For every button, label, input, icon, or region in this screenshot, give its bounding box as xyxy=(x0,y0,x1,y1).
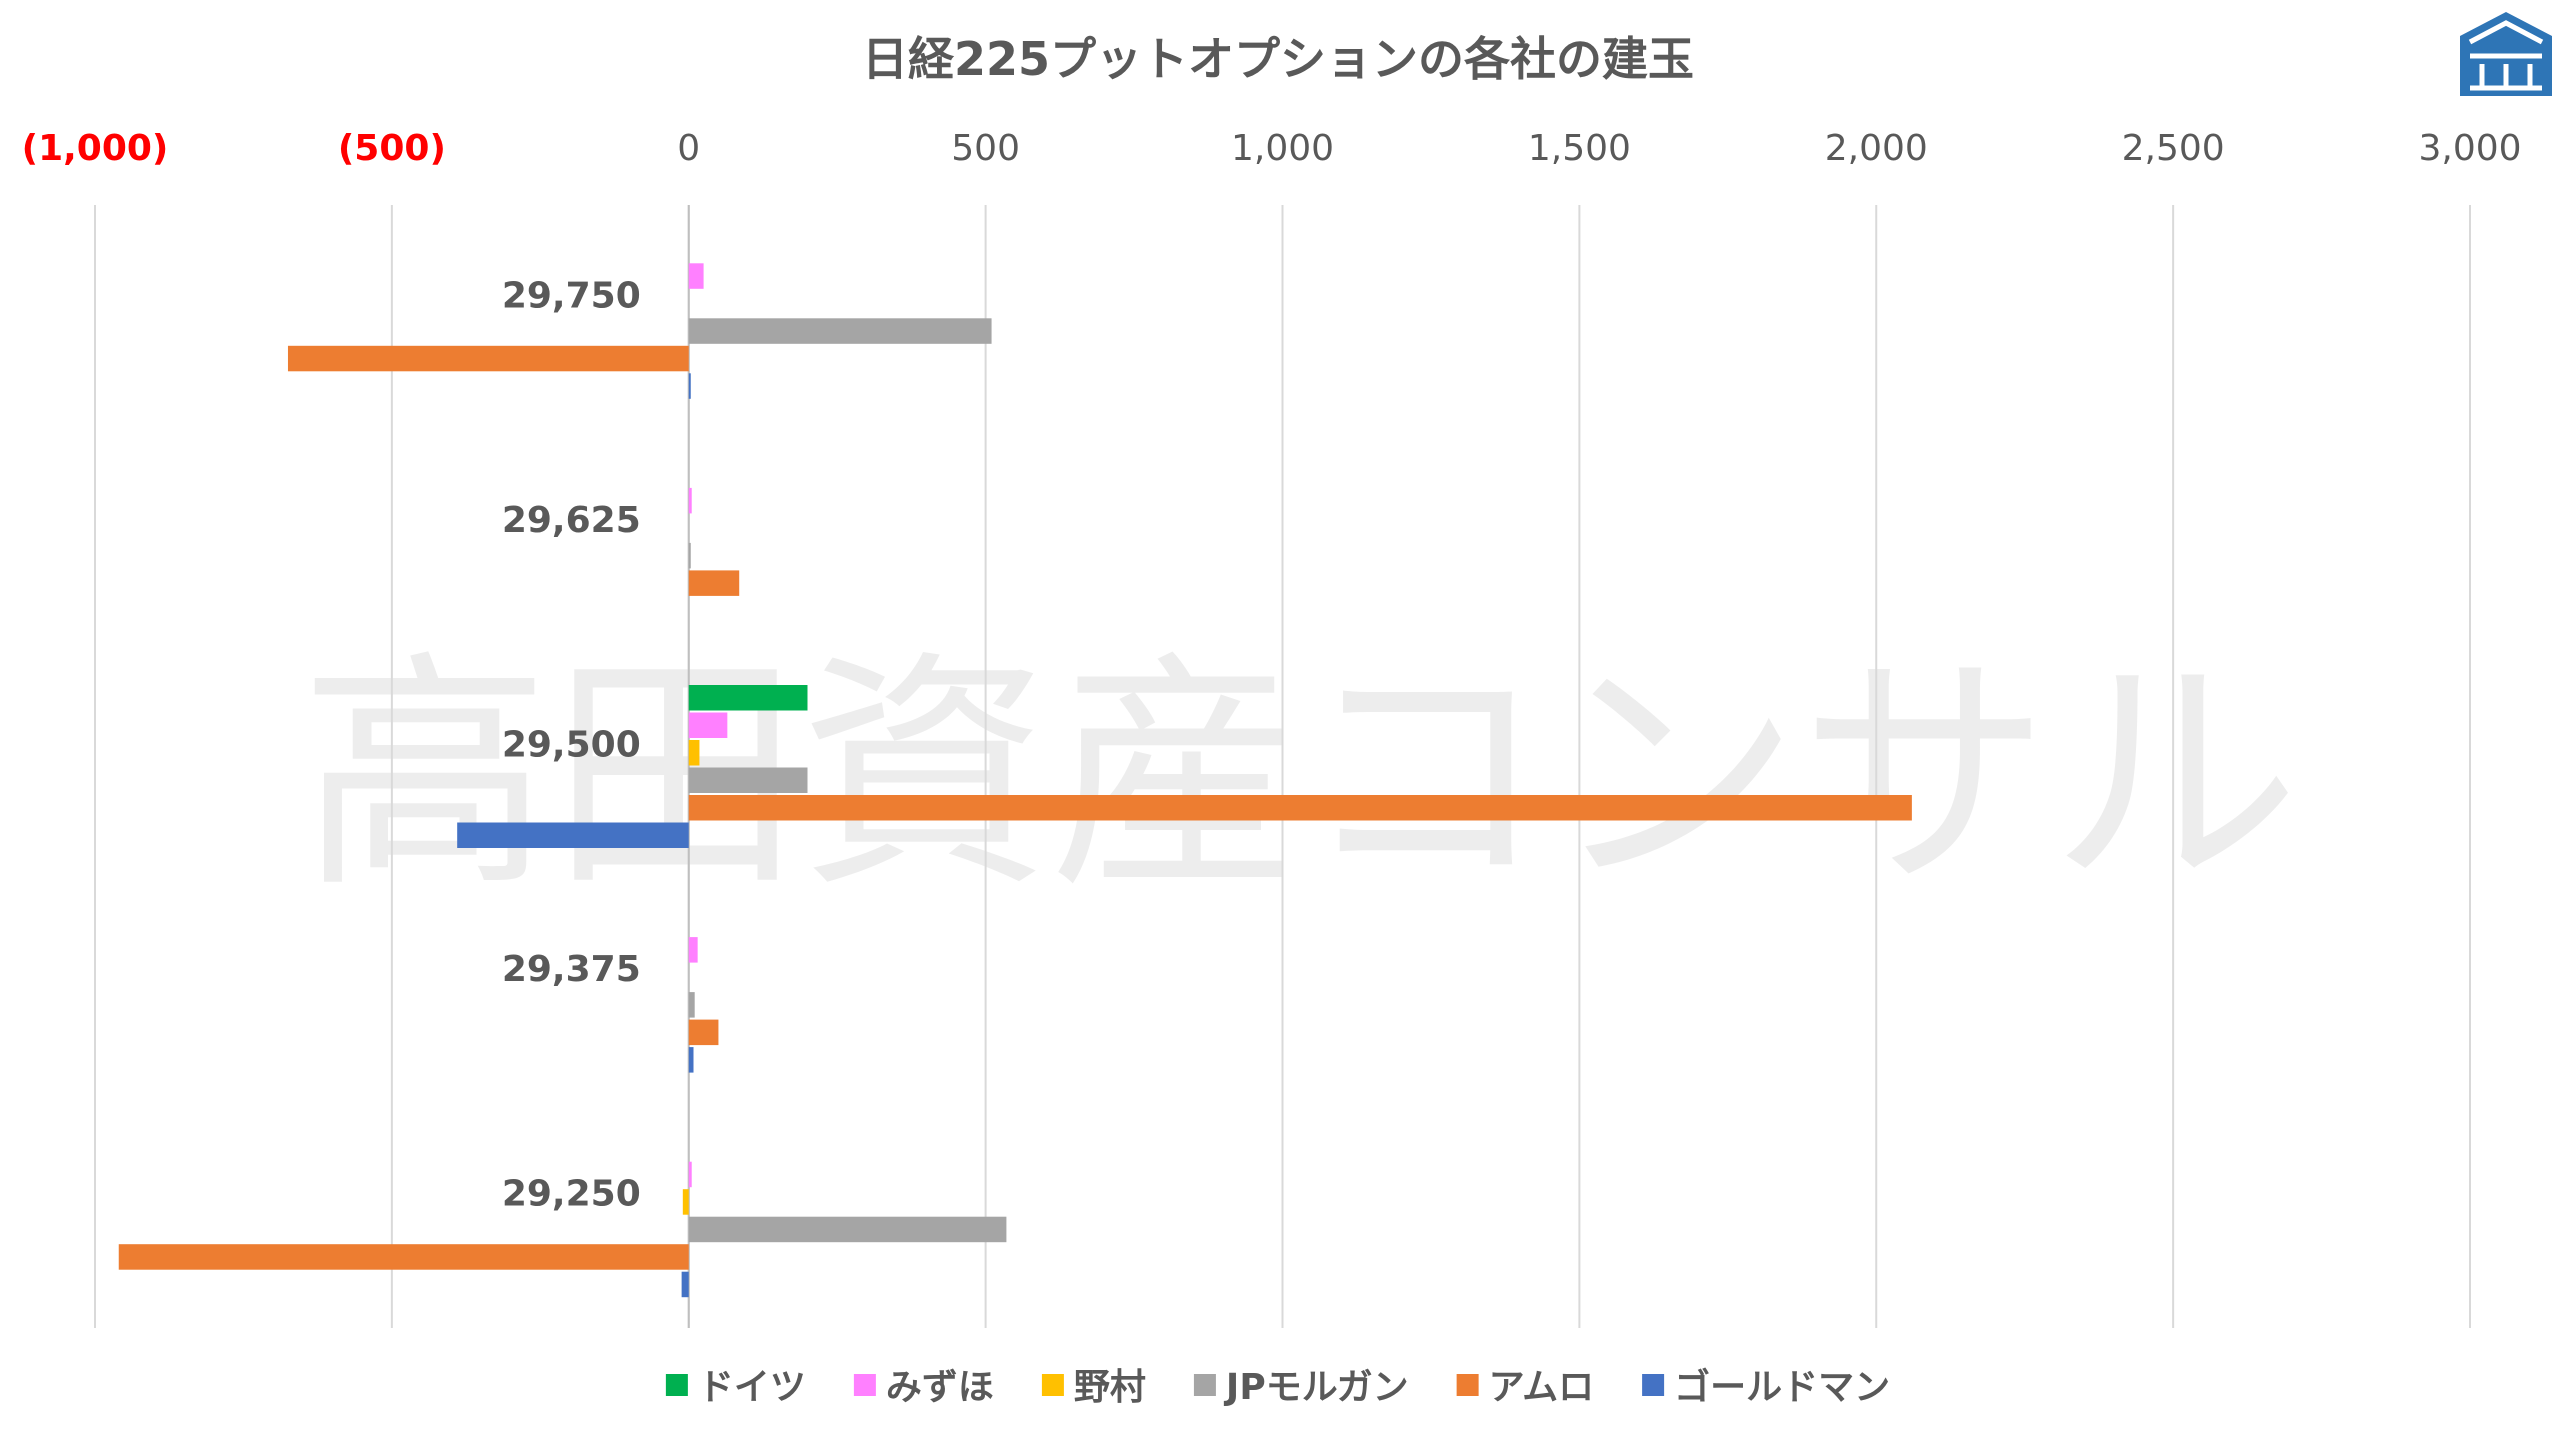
bar-みずほ-29,250 xyxy=(688,1161,692,1188)
x-tick-label: 1,000 xyxy=(1231,128,1334,169)
x-tick-label: 0 xyxy=(677,128,700,169)
bar-ゴールドマン-29,250 xyxy=(681,1271,689,1298)
legend-swatch xyxy=(1193,1374,1216,1396)
x-tick-label: 2,000 xyxy=(1825,128,1928,169)
legend-item-アムロ[interactable]: アムロ xyxy=(1456,1367,1594,1408)
legend-label: ドイツ xyxy=(698,1367,806,1408)
category-label: 29,500 xyxy=(502,725,641,766)
building-logo-icon xyxy=(2460,12,2552,96)
bar-野村-29,250 xyxy=(682,1189,689,1215)
legend-label: ゴールドマン xyxy=(1674,1366,1890,1408)
bar-アムロ-29,625 xyxy=(688,570,740,596)
bar-アムロ-29,500 xyxy=(688,795,1912,821)
bar-野村-29,500 xyxy=(688,740,700,766)
bar-ゴールドマン-29,375 xyxy=(688,1047,694,1073)
bar-アムロ-29,375 xyxy=(688,1019,719,1046)
bar-JPモルガン-29,625 xyxy=(688,542,691,569)
legend-item-野村[interactable]: 野村 xyxy=(1041,1367,1146,1408)
x-tick-label: 3,000 xyxy=(2418,128,2521,169)
legend-label: JPモルガン xyxy=(1223,1367,1409,1408)
category-labels: 29,750 29,625 29,500 29,375 29,250 xyxy=(502,275,641,1214)
legend-swatch xyxy=(1456,1374,1479,1396)
category-label: 29,250 xyxy=(502,1174,641,1215)
legend-label: みずほ xyxy=(886,1367,994,1408)
legend-item-みずほ[interactable]: みずほ xyxy=(853,1367,994,1408)
x-tick-label: 1,500 xyxy=(1528,128,1631,169)
bar-ゴールドマン-29,750 xyxy=(688,373,691,399)
x-tick-label: 500 xyxy=(951,128,1020,169)
category-label: 29,375 xyxy=(502,949,641,990)
x-tick-label: (1,000) xyxy=(22,128,169,169)
bar-みずほ-29,750 xyxy=(688,263,704,289)
bar-みずほ-29,375 xyxy=(688,937,698,963)
legend[interactable]: ドイツ みずほ 野村 JPモルガン アムロ ゴールドマン xyxy=(665,1366,1890,1408)
legend-swatch xyxy=(1041,1374,1064,1396)
bar-ゴールドマン-29,500 xyxy=(457,822,689,848)
bar-みずほ-29,625 xyxy=(688,487,692,514)
bar-JPモルガン-29,500 xyxy=(688,767,808,793)
bar-JPモルガン-29,250 xyxy=(688,1216,1007,1243)
bar-JPモルガン-29,750 xyxy=(688,318,992,344)
legend-item-JPモルガン[interactable]: JPモルガン xyxy=(1193,1367,1409,1408)
legend-swatch xyxy=(1642,1374,1665,1396)
legend-swatch xyxy=(665,1374,688,1396)
bar-みずほ-29,500 xyxy=(688,712,728,738)
x-axis-ticks: (1,000) (500) 0 500 1,000 1,500 2,000 2,500 3,00… xyxy=(22,128,2522,169)
legend-swatch xyxy=(853,1374,876,1396)
chart-title: 日経225プットオプションの各社の建玉 xyxy=(862,32,1694,86)
category-label: 29,750 xyxy=(502,275,641,316)
category-label: 29,625 xyxy=(502,500,641,541)
bar-アムロ-29,250 xyxy=(118,1244,689,1270)
legend-item-ドイツ[interactable]: ドイツ xyxy=(665,1367,806,1408)
x-tick-label: 2,500 xyxy=(2122,128,2225,169)
legend-item-ゴールドマン[interactable]: ゴールドマン xyxy=(1642,1366,1890,1408)
bar-アムロ-29,750 xyxy=(287,345,689,372)
watermark: 高田資産コンサル xyxy=(300,630,2300,921)
bar-ドイツ-29,500 xyxy=(688,685,808,711)
legend-label: 野村 xyxy=(1074,1367,1146,1408)
bar-JPモルガン-29,375 xyxy=(688,992,695,1018)
legend-label: アムロ xyxy=(1489,1367,1594,1408)
x-tick-label: (500) xyxy=(338,128,446,169)
bars xyxy=(118,263,1912,1298)
